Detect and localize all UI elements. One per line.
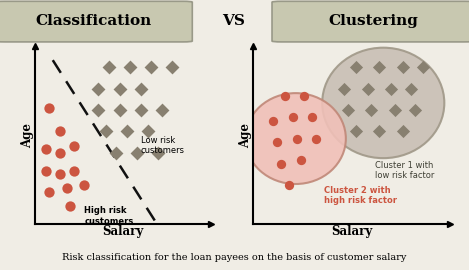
Point bbox=[352, 65, 359, 69]
Point bbox=[364, 86, 371, 91]
Point bbox=[45, 106, 53, 110]
Point bbox=[127, 65, 134, 69]
Point bbox=[411, 108, 418, 112]
Text: Cluster 1 with
low risk factor: Cluster 1 with low risk factor bbox=[375, 161, 435, 180]
Point bbox=[169, 65, 176, 69]
Point bbox=[67, 204, 74, 208]
Point bbox=[289, 115, 296, 119]
Point bbox=[147, 65, 155, 69]
Point bbox=[56, 172, 64, 176]
Point bbox=[112, 151, 120, 155]
Point bbox=[399, 129, 407, 134]
Point bbox=[63, 186, 70, 191]
Y-axis label: Age: Age bbox=[21, 123, 34, 147]
Point bbox=[391, 108, 399, 112]
Text: Cluster 2 with
high risk factor: Cluster 2 with high risk factor bbox=[324, 186, 397, 205]
Text: Classification: Classification bbox=[36, 14, 152, 28]
Point bbox=[70, 168, 77, 173]
Point bbox=[56, 129, 64, 134]
Text: Clustering: Clustering bbox=[328, 14, 418, 28]
Point bbox=[95, 86, 102, 91]
Point bbox=[407, 86, 415, 91]
X-axis label: Salary: Salary bbox=[103, 225, 144, 238]
Text: Low risk
customers: Low risk customers bbox=[141, 136, 185, 156]
Point bbox=[137, 108, 144, 112]
Point bbox=[387, 86, 395, 91]
Text: VS: VS bbox=[222, 14, 244, 28]
Point bbox=[42, 168, 49, 173]
Text: High risk
customers: High risk customers bbox=[84, 206, 134, 226]
Point bbox=[419, 65, 426, 69]
Point bbox=[70, 144, 77, 148]
Point bbox=[297, 158, 304, 162]
Point bbox=[376, 65, 383, 69]
Point bbox=[281, 94, 288, 98]
Point bbox=[399, 65, 407, 69]
Point bbox=[56, 151, 64, 155]
Point bbox=[42, 147, 49, 151]
Point bbox=[137, 86, 144, 91]
Point bbox=[154, 151, 162, 155]
Point bbox=[102, 129, 109, 134]
Point bbox=[269, 119, 277, 123]
Point bbox=[301, 94, 308, 98]
Point bbox=[81, 183, 88, 187]
Point bbox=[273, 140, 280, 144]
Point bbox=[293, 136, 300, 141]
FancyBboxPatch shape bbox=[272, 1, 469, 42]
Point bbox=[116, 86, 123, 91]
FancyBboxPatch shape bbox=[0, 1, 192, 42]
Point bbox=[123, 129, 130, 134]
Point bbox=[133, 151, 141, 155]
X-axis label: Salary: Salary bbox=[331, 225, 372, 238]
Point bbox=[340, 86, 348, 91]
Point bbox=[368, 108, 375, 112]
Point bbox=[309, 115, 316, 119]
Point bbox=[312, 136, 320, 141]
Y-axis label: Age: Age bbox=[239, 123, 252, 147]
Point bbox=[344, 108, 352, 112]
Point bbox=[285, 183, 293, 187]
Circle shape bbox=[322, 48, 444, 158]
Circle shape bbox=[245, 93, 346, 184]
Text: Risk classification for the loan payees on the basis of customer salary: Risk classification for the loan payees … bbox=[62, 253, 407, 262]
Point bbox=[105, 65, 113, 69]
Point bbox=[116, 108, 123, 112]
Point bbox=[45, 190, 53, 194]
Point bbox=[277, 161, 285, 166]
Point bbox=[376, 129, 383, 134]
Point bbox=[95, 108, 102, 112]
Point bbox=[158, 108, 166, 112]
Point bbox=[352, 129, 359, 134]
Point bbox=[144, 129, 151, 134]
